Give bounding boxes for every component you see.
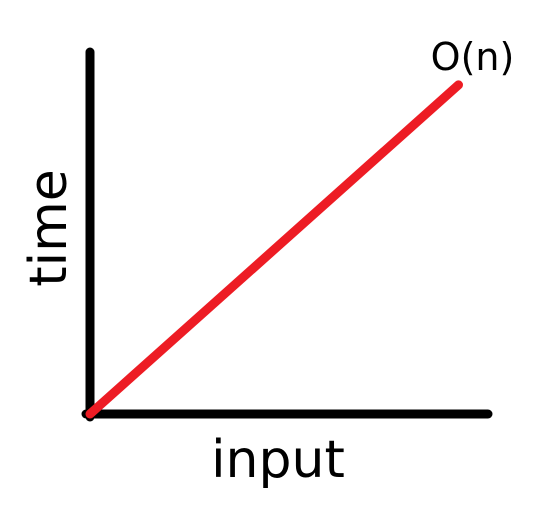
- series-layer: O(n): [85, 35, 515, 419]
- series-line-0: [85, 80, 463, 419]
- series-label-0: O(n): [431, 35, 515, 79]
- x-axis-label: input: [211, 430, 345, 490]
- plot-area: O(n): [81, 35, 515, 422]
- y-axis-label: time: [19, 169, 79, 286]
